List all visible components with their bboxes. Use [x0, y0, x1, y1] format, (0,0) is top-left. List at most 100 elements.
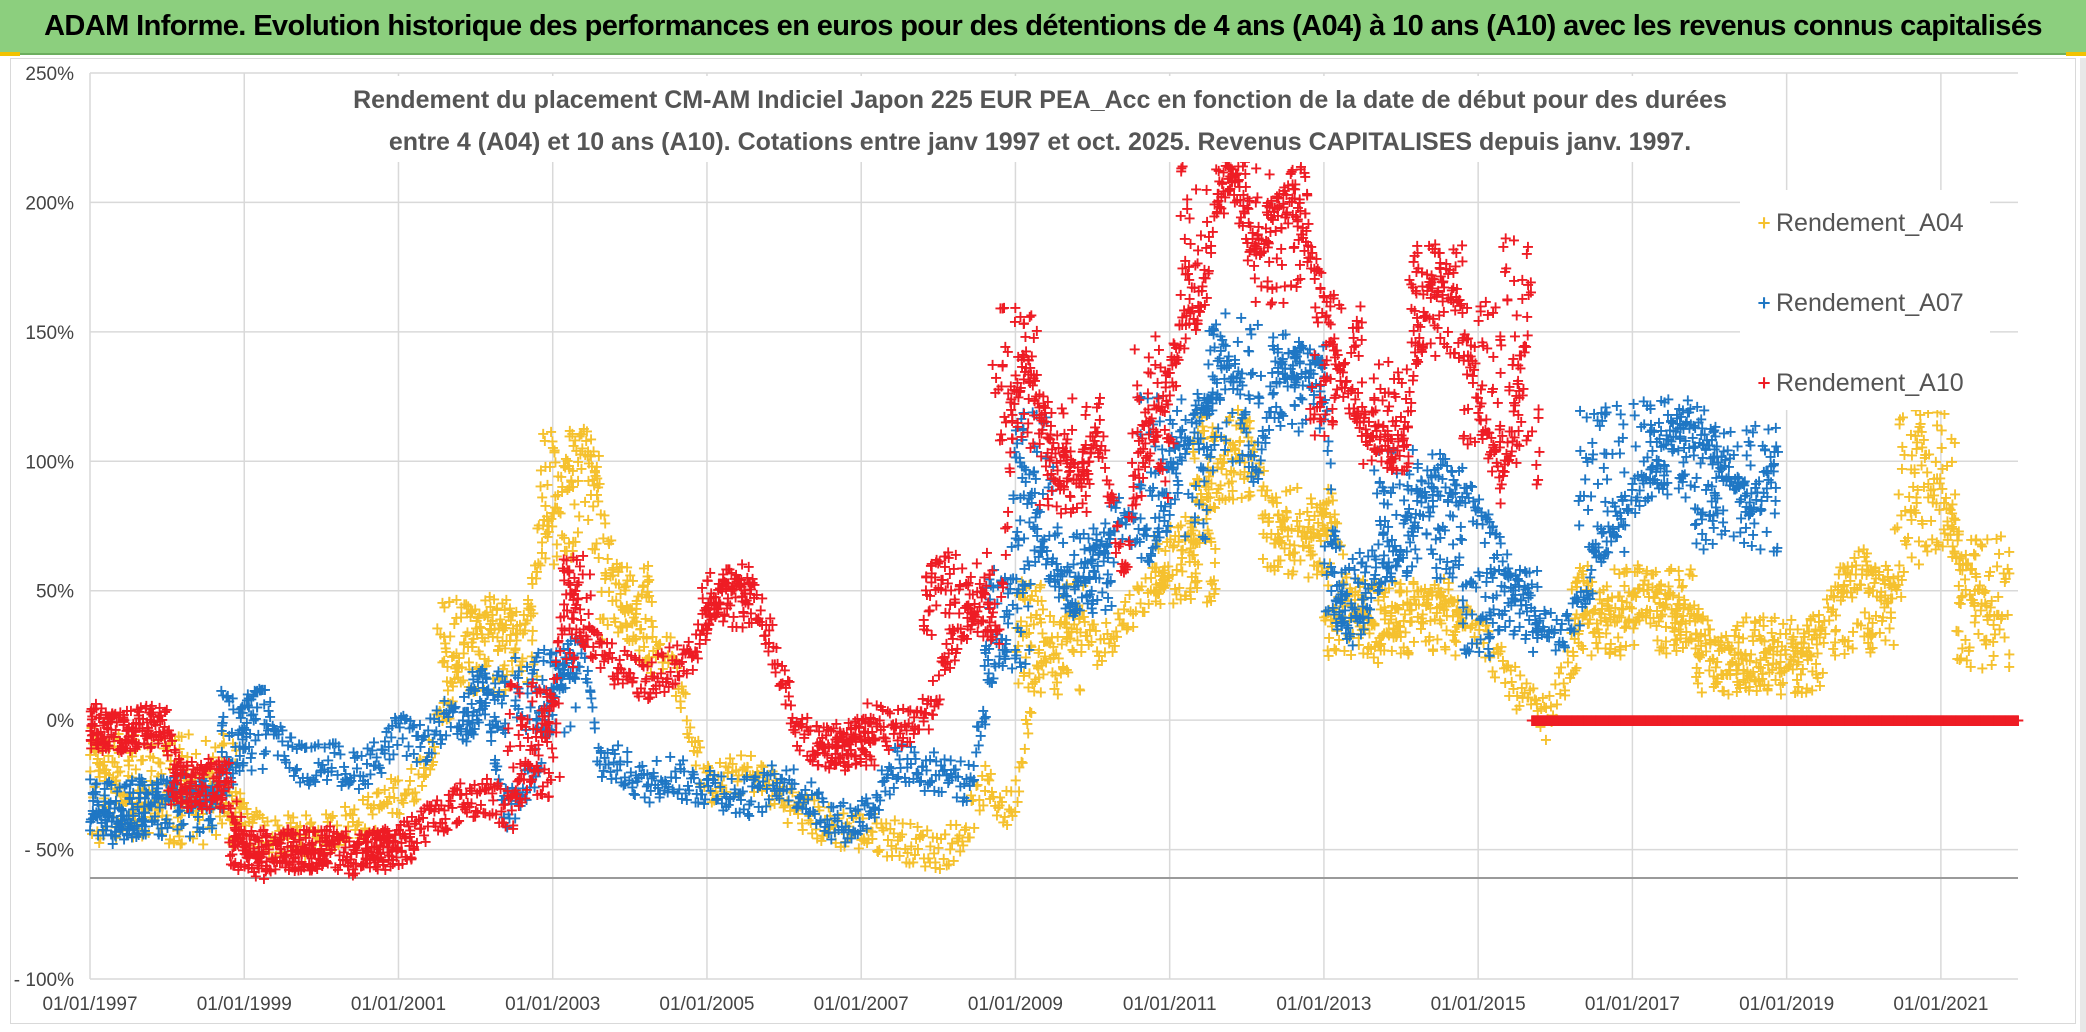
series-point-rendement-a04: +	[204, 791, 217, 810]
banner-accent-left	[0, 52, 20, 56]
series-point-rendement-a07: +	[238, 739, 251, 758]
series-point-rendement-a07: +	[1573, 615, 1586, 634]
series-point-rendement-a04: +	[563, 427, 576, 446]
series-point-rendement-a04: +	[1746, 631, 1759, 650]
series-point-rendement-a04: +	[1615, 591, 1628, 610]
series-point-rendement-a04: +	[188, 765, 201, 784]
series-point-rendement-a07: +	[1274, 403, 1287, 422]
series-point-rendement-a04: +	[138, 781, 151, 800]
series-point-rendement-a07: +	[1586, 583, 1599, 602]
series-point-rendement-a04: +	[1896, 437, 1909, 456]
series-point-rendement-a04: +	[1379, 601, 1392, 620]
series-point-rendement-a07: +	[109, 827, 122, 846]
series-point-rendement-a04: +	[1991, 587, 2004, 606]
series-point-rendement-a04: +	[122, 766, 135, 785]
report-title: ADAM Informe. Evolution historique des p…	[44, 10, 2042, 43]
series-point-rendement-a04: +	[216, 795, 229, 814]
series-point-rendement-a04: +	[586, 496, 599, 515]
series-point-rendement-a04: +	[228, 815, 241, 834]
series-point-rendement-a04: +	[258, 816, 271, 835]
series-point-rendement-a04: +	[87, 726, 100, 745]
series-point-rendement-a04: +	[106, 767, 119, 786]
series-point-rendement-a04: +	[233, 815, 246, 834]
series-point-rendement-a07: +	[569, 698, 582, 717]
series-point-rendement-a04: +	[211, 788, 224, 807]
series-point-rendement-a04: +	[1809, 654, 1822, 673]
series-point-rendement-a04: +	[194, 794, 207, 813]
series-point-rendement-a04: +	[197, 782, 210, 801]
series-point-rendement-a07: +	[1276, 325, 1289, 344]
series-point-rendement-a04: +	[1374, 634, 1387, 653]
series-point-rendement-a04: +	[184, 775, 197, 794]
series-point-rendement-a04: +	[1689, 611, 1702, 630]
series-point-rendement-a04: +	[1865, 627, 1878, 646]
series-point-rendement-a04: +	[484, 620, 497, 639]
series-point-rendement-a04: +	[1690, 658, 1703, 677]
series-point-rendement-a04: +	[642, 586, 655, 605]
series-point-rendement-a04: +	[158, 791, 171, 810]
series-point-rendement-a04: +	[154, 819, 167, 838]
series-point-rendement-a07: +	[1357, 620, 1370, 639]
series-point-rendement-a04: +	[175, 801, 188, 820]
series-point-rendement-a04: +	[450, 608, 463, 627]
series-point-rendement-a07: +	[1101, 573, 1114, 592]
series-point-rendement-a04: +	[506, 606, 519, 625]
series-point-rendement-a04: +	[1976, 659, 1989, 678]
series-rendement-a04: ++++++++++++++++++++++++++++++++++++++++…	[84, 400, 2017, 878]
series-point-rendement-a04: +	[2001, 605, 2014, 624]
series-point-rendement-a04: +	[96, 740, 109, 759]
series-point-rendement-a07: +	[137, 803, 150, 822]
series-point-rendement-a04: +	[1922, 474, 1935, 493]
series-point-rendement-a04: +	[984, 764, 997, 783]
series-point-rendement-a04: +	[1884, 608, 1897, 627]
series-point-rendement-a04: +	[1736, 649, 1749, 668]
series-point-rendement-a04: +	[1785, 610, 1798, 629]
series-point-rendement-a04: +	[99, 763, 112, 782]
series-point-rendement-a04: +	[1954, 649, 1967, 668]
series-point-rendement-a04: +	[209, 786, 222, 805]
series-point-rendement-a07: +	[1322, 600, 1335, 619]
series-point-rendement-a04: +	[1170, 584, 1183, 603]
series-point-rendement-a04: +	[104, 778, 117, 797]
series-point-rendement-a04: +	[614, 584, 627, 603]
series-point-rendement-a04: +	[199, 731, 212, 750]
series-point-rendement-a04: +	[124, 803, 137, 822]
series-point-rendement-a04: +	[156, 794, 169, 813]
series-point-rendement-a04: +	[166, 783, 179, 802]
series-point-rendement-a07: +	[1214, 326, 1227, 345]
series-point-rendement-a07: +	[1289, 372, 1302, 391]
series-point-rendement-a04: +	[115, 794, 128, 813]
series-point-rendement-a04: +	[1915, 455, 1928, 474]
series-point-rendement-a04: +	[1073, 679, 1086, 698]
series-point-rendement-a04: +	[157, 790, 170, 809]
series-point-rendement-a07: +	[215, 681, 228, 700]
series-point-rendement-a07: +	[1271, 358, 1284, 377]
series-point-rendement-a07: +	[1014, 622, 1027, 641]
series-point-rendement-a04: +	[1262, 511, 1275, 530]
series-point-rendement-a04: +	[1862, 583, 1875, 602]
series-point-rendement-a04: +	[213, 806, 226, 825]
series-point-rendement-a04: +	[243, 812, 256, 831]
series-point-rendement-a07: +	[1333, 575, 1346, 594]
series-point-rendement-a04: +	[142, 796, 155, 815]
series-point-rendement-a04: +	[133, 788, 146, 807]
series-point-rendement-a04: +	[105, 773, 118, 792]
series-point-rendement-a04: +	[205, 763, 218, 782]
series-point-rendement-a04: +	[1274, 551, 1287, 570]
series-point-rendement-a04: +	[246, 809, 259, 828]
series-point-rendement-a07: +	[1078, 552, 1091, 571]
series-point-rendement-a04: +	[215, 813, 228, 832]
series-point-rendement-a04: +	[1884, 588, 1897, 607]
series-point-rendement-a04: +	[130, 795, 143, 814]
series-point-rendement-a04: +	[221, 806, 234, 825]
series-point-rendement-a04: +	[1945, 429, 1958, 448]
series-point-rendement-a04: +	[180, 793, 193, 812]
series-point-rendement-a04: +	[1915, 422, 1928, 441]
series-point-rendement-a04: +	[1204, 591, 1217, 610]
series-point-rendement-a07: +	[1099, 600, 1112, 619]
series-point-rendement-a07: +	[1324, 454, 1337, 473]
series-point-rendement-a04: +	[1674, 628, 1687, 647]
series-point-rendement-a04: +	[219, 793, 232, 812]
series-point-rendement-a04: +	[1761, 679, 1774, 698]
